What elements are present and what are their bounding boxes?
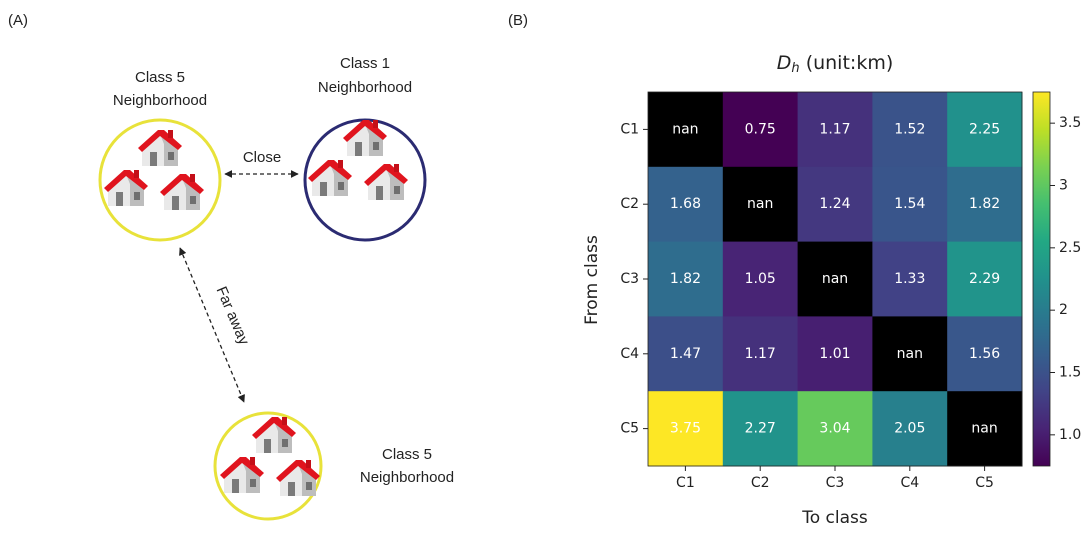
heatmap-cell xyxy=(872,166,948,243)
panel-label: (A) xyxy=(8,12,28,29)
cell-label: 0.75 xyxy=(745,121,776,137)
heatmap-cell xyxy=(947,166,1023,243)
heatmap-cell xyxy=(797,166,873,243)
x-tick-label: C2 xyxy=(751,475,770,491)
cell-label: 1.68 xyxy=(670,196,701,212)
heatmap-cell xyxy=(872,316,948,392)
heatmap-cell xyxy=(947,316,1023,392)
edge-label: Close xyxy=(243,149,281,166)
cell-label: 2.25 xyxy=(969,121,1000,137)
colorbar-tick-label: 3 xyxy=(1059,178,1068,194)
title-subscript: h xyxy=(791,61,799,76)
heatmap-cell xyxy=(722,92,799,168)
cell-label: 1.82 xyxy=(969,196,1000,212)
colorbar-tick-label: 3.5 xyxy=(1059,115,1081,131)
cell-label: 1.17 xyxy=(819,121,850,137)
heatmap-cell xyxy=(722,166,799,243)
cell-label: 1.56 xyxy=(969,346,1000,362)
heatmap-cell xyxy=(648,241,724,317)
heatmap-cell xyxy=(648,316,724,392)
y-tick-label: C1 xyxy=(620,121,639,137)
y-tick-label: C5 xyxy=(620,421,639,437)
cell-label: nan xyxy=(897,346,923,362)
cell-label: 1.52 xyxy=(894,121,925,137)
heatmap-cell xyxy=(797,92,873,168)
y-tick-label: C4 xyxy=(620,346,639,362)
panel-b: (B) Dh (unit:km) To class From class xyxy=(508,12,1051,528)
cell-label: 1.17 xyxy=(745,346,776,362)
panel-a: (A) Class 5 Neighborhood Class 1 Neighbo… xyxy=(8,12,454,521)
node-title: Class 5 xyxy=(382,446,432,463)
heatmap-cell xyxy=(722,391,799,467)
y-tick-label: C2 xyxy=(620,196,639,212)
x-axis-label: To class xyxy=(801,508,868,528)
x-tick-label: C1 xyxy=(676,475,695,491)
chart-title: Dh (unit:km) xyxy=(777,52,894,76)
heatmap-cell xyxy=(872,391,948,467)
colorbar-tick-label: 2 xyxy=(1059,302,1068,318)
colorbar-tick-label: 1.0 xyxy=(1059,427,1081,443)
cell-label: 1.47 xyxy=(670,346,701,362)
cell-label: nan xyxy=(672,121,698,137)
cell-label: nan xyxy=(747,196,773,212)
panel-label: (B) xyxy=(508,12,528,29)
houses xyxy=(104,120,408,496)
cell-label: nan xyxy=(822,271,848,287)
title-text: (unit:km) xyxy=(806,52,894,74)
x-tick-label: C5 xyxy=(975,475,994,491)
heatmap-cell xyxy=(872,241,948,317)
colorbar xyxy=(1032,91,1051,467)
cell-label: 2.29 xyxy=(969,271,1000,287)
node-title: Class 5 xyxy=(135,69,185,86)
cell-label: 1.05 xyxy=(745,271,776,287)
cell-label: 1.01 xyxy=(819,346,850,362)
y-axis-label: From class xyxy=(582,235,602,325)
cell-label: nan xyxy=(971,421,997,437)
cell-label: 1.24 xyxy=(819,196,850,212)
heatmap-cell xyxy=(947,92,1023,168)
heatmap-cell xyxy=(947,391,1023,467)
cell-label: 2.05 xyxy=(894,421,925,437)
heatmap-cell xyxy=(722,241,799,317)
node-subtitle: Neighborhood xyxy=(360,469,454,486)
node-subtitle: Neighborhood xyxy=(113,92,207,109)
x-tick-label: C4 xyxy=(900,475,919,491)
neighborhood-circle xyxy=(213,411,323,521)
neighborhood-circle xyxy=(98,118,222,242)
cell-label: 1.54 xyxy=(894,196,925,212)
cell-label: 3.04 xyxy=(819,421,850,437)
heatmap-cell xyxy=(648,391,724,467)
title-symbol: D xyxy=(777,52,792,74)
x-tick-label: C3 xyxy=(826,475,845,491)
heatmap-cell xyxy=(648,166,724,243)
colorbar-tick-label: 1.5 xyxy=(1059,365,1081,381)
node-title: Class 1 xyxy=(340,55,390,72)
heatmap-cell xyxy=(648,92,724,168)
cell-label: 3.75 xyxy=(670,421,701,437)
colorbar-tick-label: 2.5 xyxy=(1059,240,1081,256)
heatmap-cell xyxy=(797,391,873,467)
heatmap-cell xyxy=(797,241,873,317)
heatmap-cell xyxy=(797,316,873,392)
edge-label: Far away xyxy=(213,284,253,348)
cell-label: 2.27 xyxy=(745,421,776,437)
y-tick-label: C3 xyxy=(620,271,639,287)
heatmap-cell xyxy=(722,316,799,392)
heatmap-cell xyxy=(947,241,1023,317)
cell-label: 1.82 xyxy=(670,271,701,287)
cell-label: 1.33 xyxy=(894,271,925,287)
node-subtitle: Neighborhood xyxy=(318,79,412,96)
heatmap-cell xyxy=(872,92,948,168)
